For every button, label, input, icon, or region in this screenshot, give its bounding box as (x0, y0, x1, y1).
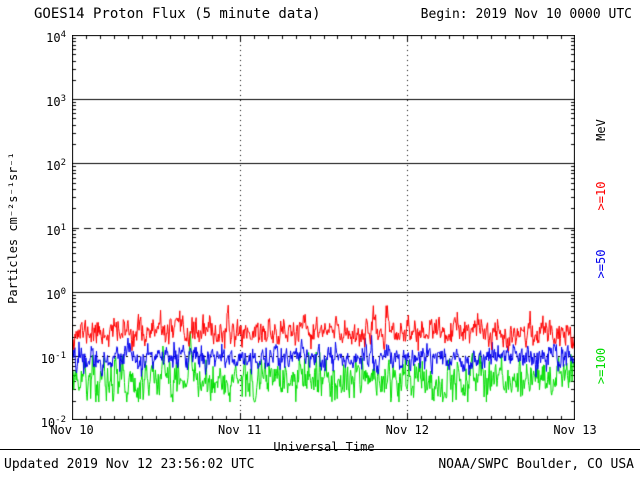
x-tick-label: Nov 12 (385, 423, 430, 437)
x-tick-label: Nov 13 (553, 423, 597, 437)
y-axis-label: Particles cm⁻²s⁻¹sr⁻¹ (6, 152, 20, 304)
x-axis-label: Universal Time (273, 440, 375, 454)
footer-divider (0, 449, 640, 450)
threshold-label: >=100 (594, 347, 608, 385)
y-tick-label: 103 (46, 94, 66, 110)
y-tick-label: 101 (46, 222, 66, 238)
y-tick-label: 10-2 (40, 415, 66, 430)
plot-canvas (72, 35, 575, 420)
chart-title: GOES14 Proton Flux (5 minute data) (34, 6, 321, 22)
x-tick-label: Nov 10 (50, 423, 94, 437)
threshold-label: >=50 (594, 249, 608, 279)
units-label-mev: MeV (594, 119, 608, 141)
begin-timestamp-label: Begin: 2019 Nov 10 0000 UTC (420, 7, 632, 22)
updated-timestamp: Updated 2019 Nov 12 23:56:02 UTC (4, 457, 255, 472)
threshold-label: >=10 (594, 181, 608, 211)
y-tick-label: 10-1 (40, 350, 66, 366)
y-tick-label: 104 (46, 30, 66, 45)
source-credit: NOAA/SWPC Boulder, CO USA (438, 457, 634, 472)
x-tick-label: Nov 11 (217, 423, 262, 437)
y-tick-label: 100 (46, 286, 66, 302)
y-tick-label: 102 (46, 158, 66, 174)
